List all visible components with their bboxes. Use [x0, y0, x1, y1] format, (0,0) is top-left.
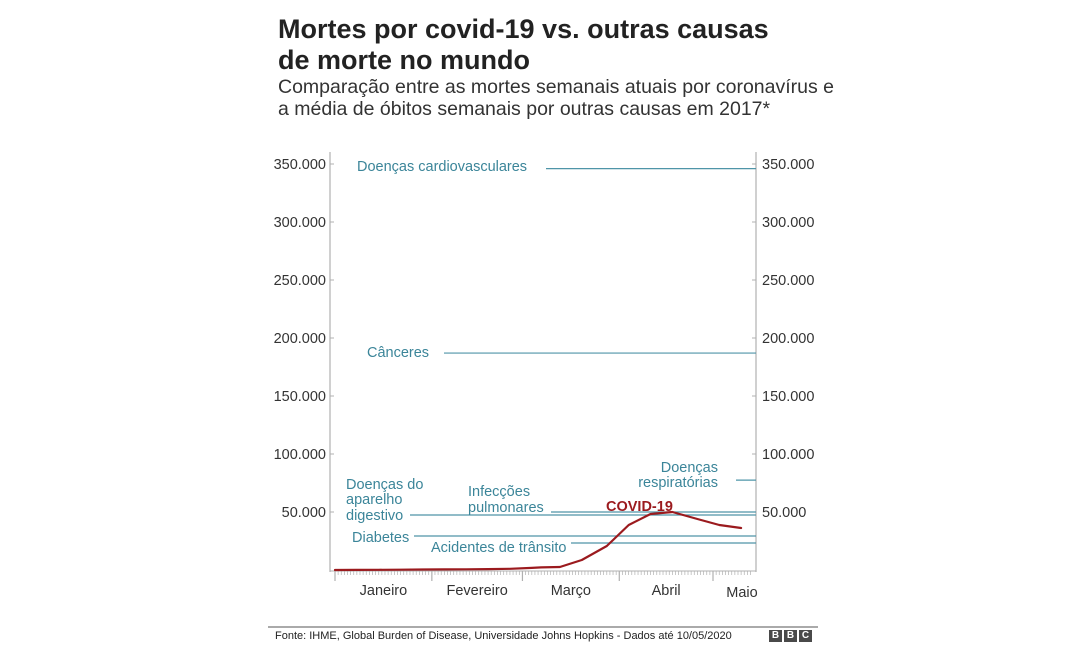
- x-tick-label: Março: [551, 583, 591, 599]
- label-pulm-1: Infecções: [468, 484, 530, 500]
- y-tick-label-right: 50.000: [762, 505, 806, 521]
- x-tick-label: Maio: [726, 585, 757, 601]
- label-dig-1: Doenças do: [346, 477, 423, 493]
- label-cancer: Cânceres: [367, 345, 429, 361]
- x-tick-label: Janeiro: [360, 583, 408, 599]
- source-note: Fonte: IHME, Global Burden of Disease, U…: [275, 630, 732, 642]
- axes: 50.000 50.000 100.000 100.000 150.000 150.000…: [274, 152, 814, 601]
- label-pulm-2: pulmonares: [468, 500, 544, 516]
- y-tick-label-left: 350.000: [274, 157, 326, 173]
- y-tick-label-left: 300.000: [274, 215, 326, 231]
- y-tick-label-left: 150.000: [274, 389, 326, 405]
- label-dig-2: aparelho: [346, 492, 402, 508]
- label-diabetes: Diabetes: [352, 530, 409, 546]
- y-tick-label-right: 200.000: [762, 331, 814, 347]
- bbc-logo-letter: B: [784, 630, 797, 642]
- x-tick-label: Abril: [652, 583, 681, 599]
- y-tick-label-left: 250.000: [274, 273, 326, 289]
- y-tick-label-right: 350.000: [762, 157, 814, 173]
- series: [333, 510, 743, 572]
- label-dig-3: digestivo: [346, 508, 403, 524]
- y-tick-label-left: 200.000: [274, 331, 326, 347]
- bbc-logo-letter: B: [769, 630, 782, 642]
- footer-divider: [268, 626, 818, 628]
- subtitle-line-1: Comparação entre as mortes semanais atua…: [278, 76, 835, 98]
- y-tick-label-right: 100.000: [762, 447, 814, 463]
- title-line-2: de morte no mundo: [278, 45, 530, 75]
- label-traffic: Acidentes de trânsito: [431, 540, 566, 556]
- reference-lines: [410, 168, 756, 544]
- bbc-logo: B B C: [769, 630, 812, 642]
- chart-subtitle: Comparação entre as mortes semanais atua…: [278, 76, 838, 120]
- y-tick-label-left: 100.000: [274, 447, 326, 463]
- y-tick-label-right: 300.000: [762, 215, 814, 231]
- subtitle-line-2: a média de óbitos semanais por outras ca…: [278, 98, 771, 120]
- covid-series-line: [333, 510, 743, 572]
- y-tick-label-right: 250.000: [762, 273, 814, 289]
- y-tick-label-left: 50.000: [282, 505, 326, 521]
- label-cardio: Doenças cardiovasculares: [357, 159, 527, 175]
- y-tick-label-right: 150.000: [762, 389, 814, 405]
- chart-labels: Doenças cardiovasculares Cânceres Doença…: [346, 159, 718, 556]
- title-line-1: Mortes por covid-19 vs. outras causas: [278, 14, 769, 44]
- label-resp-2: respiratórias: [638, 475, 718, 491]
- label-resp-1: Doenças: [661, 460, 718, 476]
- bbc-logo-letter: C: [799, 630, 812, 642]
- label-covid: COVID-19: [606, 499, 673, 515]
- x-tick-label: Fevereiro: [447, 583, 508, 599]
- chart-title: Mortes por covid-19 vs. outras causas de…: [278, 14, 818, 76]
